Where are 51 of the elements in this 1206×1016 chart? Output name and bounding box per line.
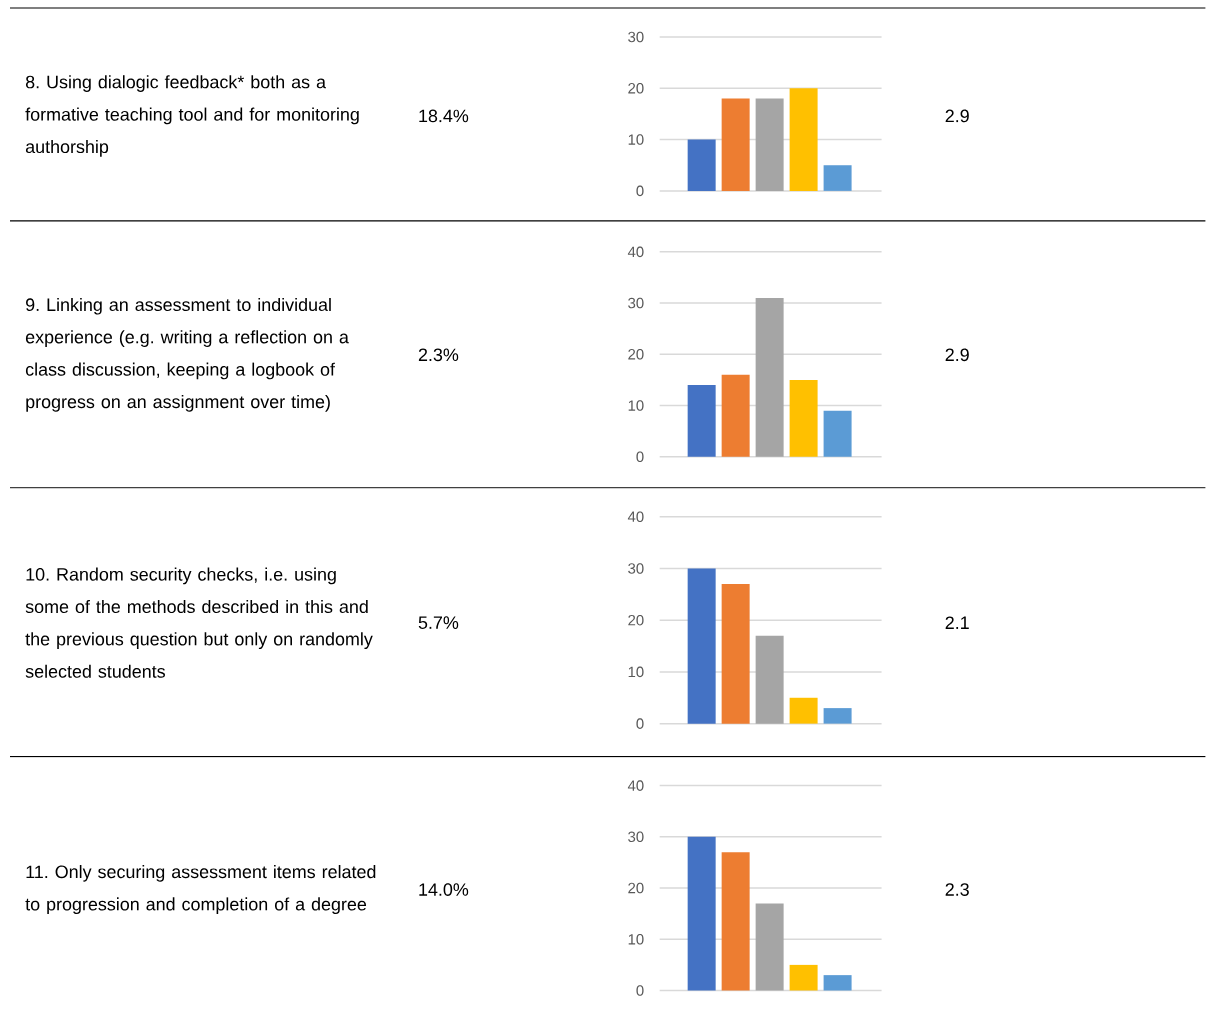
text: 2.3: [945, 882, 969, 896]
bar: [789, 379, 818, 457]
bar: [687, 568, 716, 724]
text: 2.9: [945, 348, 969, 361]
y-tick-label: 10: [628, 666, 644, 677]
y-tick-label: 0: [636, 718, 644, 729]
text: 18.4%: [419, 109, 469, 123]
y-tick-label: 30: [628, 831, 644, 842]
bar: [823, 707, 852, 724]
bar: [755, 903, 784, 991]
text: 2.3%: [418, 348, 459, 361]
y-tick-label: 20: [628, 882, 644, 894]
bar: [721, 851, 750, 991]
bar: [687, 384, 716, 457]
bar: [755, 635, 784, 724]
y-tick-label: 40: [627, 246, 644, 257]
y-tick-label: 10: [628, 134, 644, 145]
y-tick-label: 10: [628, 933, 644, 945]
y-tick-label: 30: [628, 562, 644, 574]
text: 14.0%: [419, 882, 469, 896]
y-tick-label: 20: [628, 348, 644, 360]
y-tick-label: 30: [628, 297, 644, 309]
bar: [755, 98, 784, 191]
text: 10. Random security checks, i.e. using some of the methods described in this and the previous question but only on randomly selected students: [25, 567, 373, 678]
bar: [721, 374, 750, 457]
text: 9. Linking an assessment to individual experience (e.g. writing a reflection on a class discussion, keeping a logbook of progress on an assignment over time): [25, 297, 349, 412]
bar: [823, 410, 852, 457]
bar: [721, 583, 750, 724]
bar: [823, 165, 852, 191]
text: 11. Only securing assessment items related to progression and completion of a degree: [25, 864, 376, 914]
bar: [755, 297, 784, 457]
bar: [789, 697, 818, 724]
y-tick-label: 30: [628, 31, 644, 43]
y-tick-label: 0: [636, 185, 644, 196]
y-tick-label: 40: [627, 780, 644, 791]
bar: [823, 974, 852, 991]
bar: [789, 88, 818, 191]
bar: [789, 964, 818, 991]
y-tick-label: 10: [628, 400, 644, 411]
bar: [687, 139, 716, 191]
text: 2.1: [945, 616, 969, 629]
bar: [687, 836, 716, 991]
text: 8. Using dialogic feedback* both as a formative teaching tool and for monitoring authorship: [25, 74, 359, 157]
y-tick-label: 0: [636, 984, 644, 996]
y-tick-label: 0: [636, 451, 644, 462]
y-tick-label: 20: [628, 82, 644, 94]
text: 5.7%: [418, 616, 459, 629]
y-tick-label: 20: [628, 614, 644, 626]
y-tick-label: 40: [627, 511, 644, 522]
text: 2.9: [945, 109, 969, 123]
bar: [721, 98, 750, 191]
